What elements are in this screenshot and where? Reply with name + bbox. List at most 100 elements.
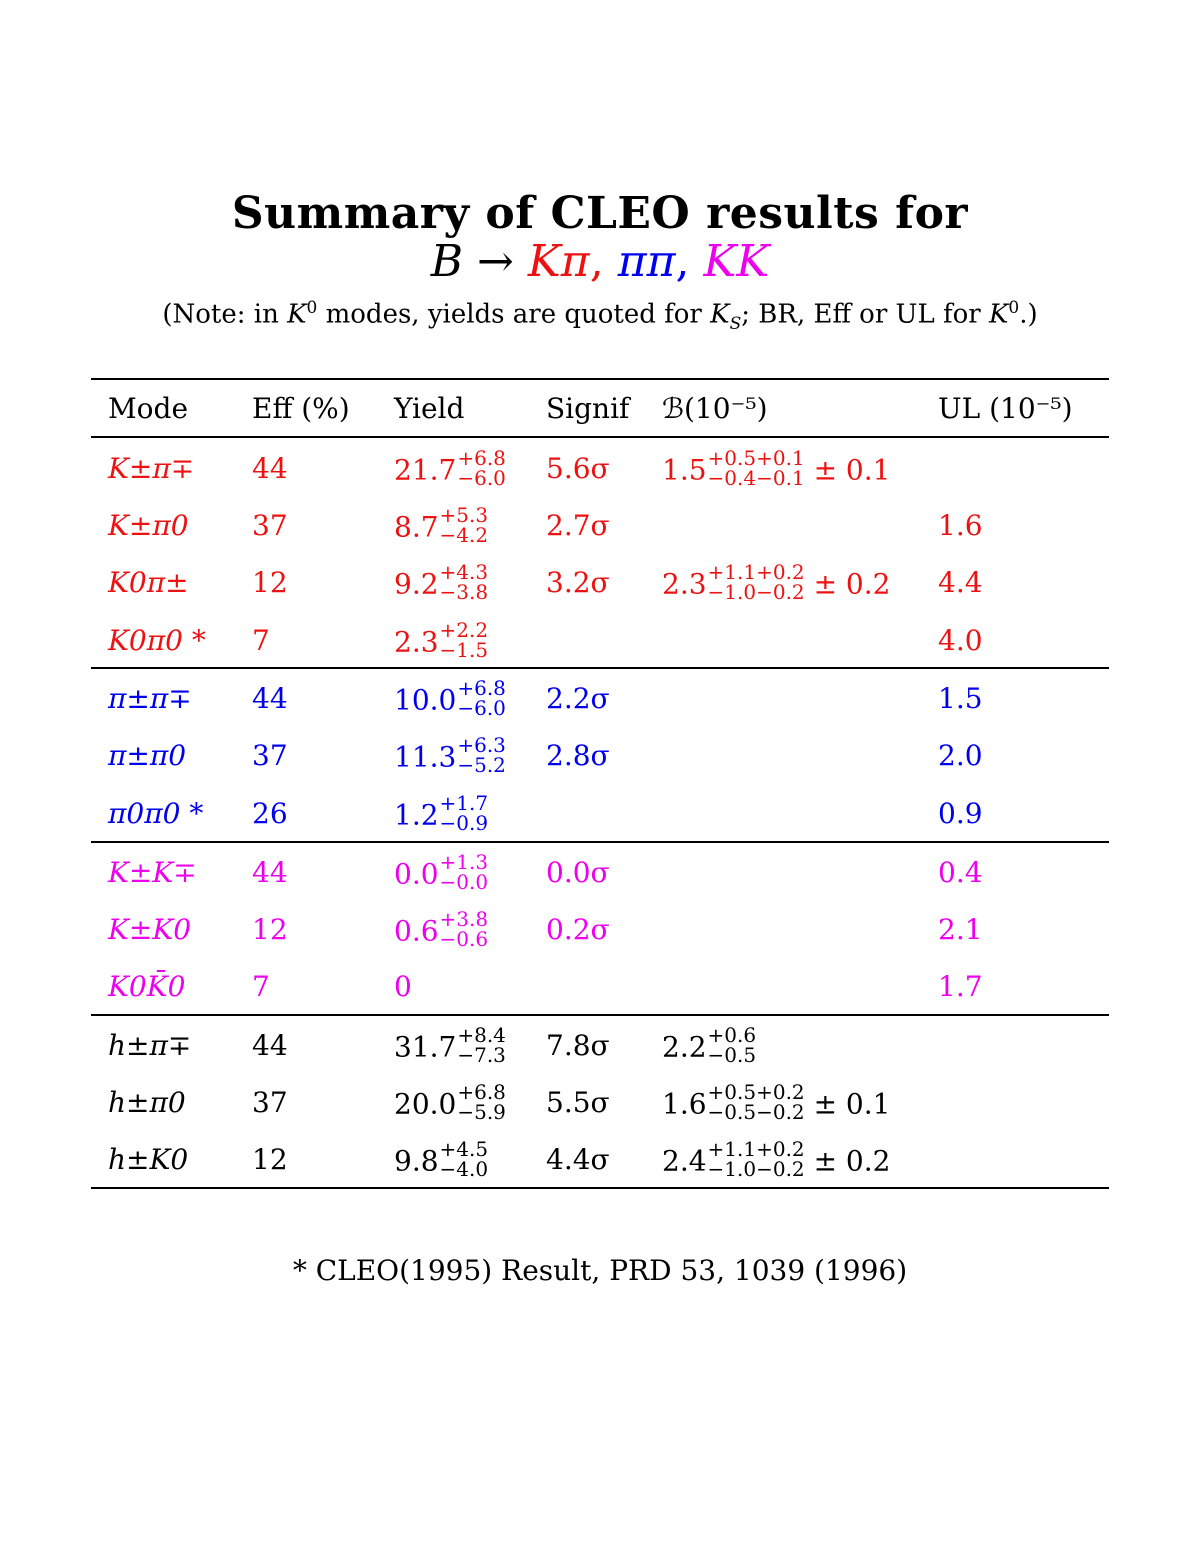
row-br-syst: ± 0.1 xyxy=(804,453,891,487)
row-br-error-minus: −0.5 xyxy=(707,1043,757,1067)
row-mode: K0π0 * xyxy=(108,624,206,657)
row-br-error: +0.5+0.2 −0.5−0.2 xyxy=(708,1082,805,1122)
row-yield: 10.0 +6.8 −6.0 xyxy=(394,678,506,722)
row-yield-error-minus: −4.2 xyxy=(439,523,489,547)
row-ul: 2.0 xyxy=(938,739,983,772)
row-yield: 1.2 +1.7 −0.9 xyxy=(394,793,489,837)
row-signif: 4.4σ xyxy=(546,1143,610,1176)
row-eff: 12 xyxy=(252,566,288,599)
table-top-rule xyxy=(91,378,1109,380)
col-header-mode: Mode xyxy=(108,392,189,425)
row-eff: 7 xyxy=(252,624,270,657)
row-signif: 5.5σ xyxy=(546,1086,610,1119)
row-yield: 2.3 +2.2 −1.5 xyxy=(394,620,489,664)
row-yield-value: 10.0 xyxy=(394,683,457,717)
col-header-signif: Signif xyxy=(546,392,630,425)
row-br-syst: ± 0.2 xyxy=(804,567,891,601)
col-header-eff: Eff (%) xyxy=(252,392,350,425)
subtitle-kpi: Kπ xyxy=(527,236,590,287)
row-yield-error-minus: −0.6 xyxy=(439,927,489,951)
row-br-value: 2.2 xyxy=(662,1030,707,1064)
table-row: K±π∓ 44 21.7 +6.8 −6.0 5.6σ 1.5 +0.5+0.1 −0.4−0.… xyxy=(0,448,1200,510)
row-eff: 44 xyxy=(252,1029,288,1062)
row-mode: h±K0 xyxy=(108,1143,189,1176)
row-yield-value: 8.7 xyxy=(394,510,439,544)
row-yield-error: +5.3 −4.2 xyxy=(440,505,489,545)
row-mode: K0π± xyxy=(108,566,189,599)
row-yield-error-minus: −3.8 xyxy=(439,580,489,604)
table-row: h±K0 12 9.8 +4.5 −4.0 4.4σ 2.4 +1.1+0.2 −1.0−0.2… xyxy=(0,1139,1200,1201)
table-row: K±K∓ 44 0.0 +1.3 −0.0 0.0σ 0.4 xyxy=(0,852,1200,914)
page-subtitle: B → Kπ, ππ, KK xyxy=(0,236,1200,287)
page-title: Summary of CLEO results for xyxy=(231,188,969,239)
row-eff: 7 xyxy=(252,970,270,1003)
footnote: * CLEO(1995) Result, PRD 53, 1039 (1996) xyxy=(292,1254,908,1287)
row-yield-error-plus: +6.8 xyxy=(457,1080,506,1104)
row-yield-error-plus: +5.3 xyxy=(439,503,489,527)
row-br-error-minus: −0.4−0.1 xyxy=(707,466,805,490)
row-yield-error: +6.3 −5.2 xyxy=(457,735,506,775)
row-signif: 3.2σ xyxy=(546,566,610,599)
row-eff: 44 xyxy=(252,856,288,889)
row-yield: 0.6 +3.8 −0.6 xyxy=(394,909,489,953)
row-yield-error-plus: +6.8 xyxy=(457,676,506,700)
table-row: π±π0 37 11.3 +6.3 −5.2 2.8σ 2.0 xyxy=(0,735,1200,797)
row-yield-error-minus: −6.0 xyxy=(457,466,506,490)
table-row: K±π0 37 8.7 +5.3 −4.2 2.7σ 1.6 xyxy=(0,505,1200,567)
row-br-value: 2.4 xyxy=(662,1144,707,1178)
row-yield-error-plus: +8.4 xyxy=(457,1023,506,1047)
row-yield-error-minus: −7.3 xyxy=(457,1043,506,1067)
row-yield-value: 1.2 xyxy=(394,798,439,832)
row-mode: K±K∓ xyxy=(108,856,197,889)
row-mode: π±π0 xyxy=(108,739,187,772)
row-ul: 4.4 xyxy=(938,566,983,599)
row-yield-error-plus: +4.3 xyxy=(439,560,489,584)
row-ul: 2.1 xyxy=(938,913,983,946)
row-ul: 1.5 xyxy=(938,682,983,715)
row-eff: 26 xyxy=(252,797,288,830)
row-yield-error-minus: −0.9 xyxy=(439,811,489,835)
row-br-error: +1.1+0.2 −1.0−0.2 xyxy=(708,1139,805,1179)
row-yield-value: 2.3 xyxy=(394,625,439,659)
table-row: K0π± 12 9.2 +4.3 −3.8 3.2σ 2.3 +1.1+0.2 −1.0−0.2… xyxy=(0,562,1200,624)
row-yield-value: 21.7 xyxy=(394,453,457,487)
row-yield: 21.7 +6.8 −6.0 xyxy=(394,448,506,492)
row-mode: π±π∓ xyxy=(108,682,192,715)
row-ul: 1.6 xyxy=(938,509,983,542)
row-br: 2.4 +1.1+0.2 −1.0−0.2 ± 0.2 xyxy=(662,1139,891,1183)
row-br-syst: ± 0.2 xyxy=(804,1144,891,1178)
row-eff: 12 xyxy=(252,1143,288,1176)
row-br-error: +0.5+0.1 −0.4−0.1 xyxy=(708,448,805,488)
row-signif: 0.0σ xyxy=(546,856,610,889)
row-yield-value: 0 xyxy=(394,970,412,1003)
row-yield-value: 31.7 xyxy=(394,1030,457,1064)
row-signif: 2.2σ xyxy=(546,682,610,715)
row-br-syst: ± 0.1 xyxy=(804,1087,891,1121)
row-yield-value: 20.0 xyxy=(394,1087,457,1121)
row-br-value: 2.3 xyxy=(662,567,707,601)
row-yield-value: 9.8 xyxy=(394,1144,439,1178)
table-row: π±π∓ 44 10.0 +6.8 −6.0 2.2σ 1.5 xyxy=(0,678,1200,740)
row-yield-value: 11.3 xyxy=(394,740,457,774)
col-header-ul: UL (10⁻⁵) xyxy=(938,392,1073,425)
table-row: K0π0 * 7 2.3 +2.2 −1.5 4.0 xyxy=(0,620,1200,682)
row-yield-error-minus: −6.0 xyxy=(457,696,506,720)
row-signif: 2.7σ xyxy=(546,509,610,542)
row-yield-error-minus: −4.0 xyxy=(439,1157,489,1181)
row-br-value: 1.6 xyxy=(662,1087,707,1121)
row-eff: 44 xyxy=(252,682,288,715)
row-signif: 5.6σ xyxy=(546,452,610,485)
row-yield-value: 0.6 xyxy=(394,914,439,948)
row-yield-error-minus: −5.2 xyxy=(457,753,506,777)
table-row: π0π0 * 26 1.2 +1.7 −0.9 0.9 xyxy=(0,793,1200,855)
row-yield-error: +8.4 −7.3 xyxy=(457,1025,506,1065)
table-row: h±π∓ 44 31.7 +8.4 −7.3 7.8σ 2.2 +0.6 −0.5 xyxy=(0,1025,1200,1087)
row-br-error-plus: +0.5+0.1 xyxy=(707,446,805,470)
row-br-error-plus: +0.5+0.2 xyxy=(707,1080,805,1104)
row-yield-error: +1.3 −0.0 xyxy=(440,852,489,892)
row-yield-error: +6.8 −5.9 xyxy=(457,1082,506,1122)
row-signif: 2.8σ xyxy=(546,739,610,772)
row-yield-error-minus: −1.5 xyxy=(439,638,489,662)
row-yield-error: +4.5 −4.0 xyxy=(440,1139,489,1179)
table-row: K0K̄0 7 0 1.7 xyxy=(0,970,1200,1028)
